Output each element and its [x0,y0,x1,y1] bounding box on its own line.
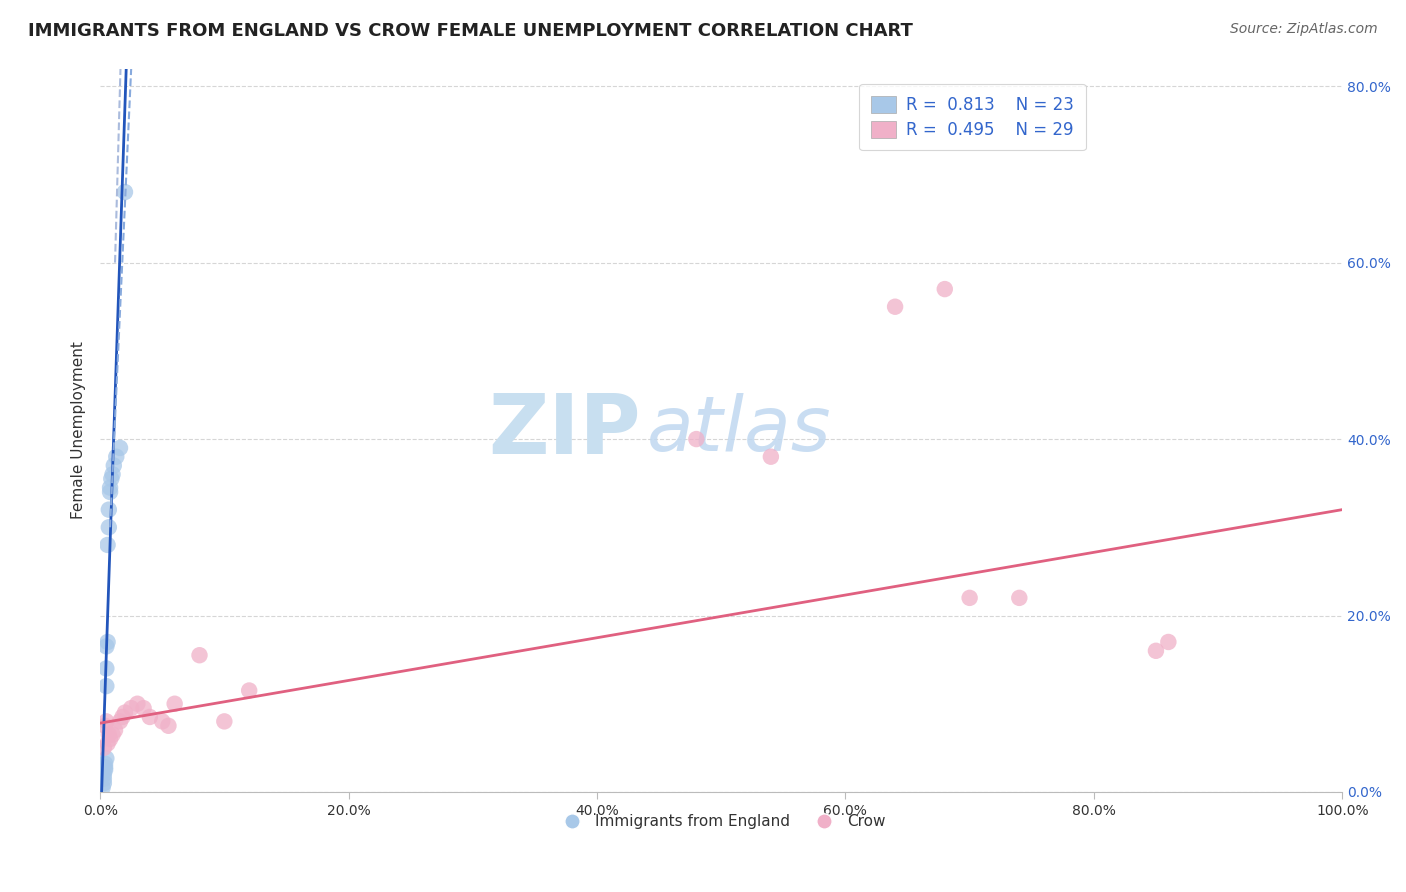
Point [214,714,236,729]
Point [98,481,121,495]
Point [114,706,136,720]
Point [101,467,124,482]
Point [150,714,173,729]
Point [1157,635,1180,649]
Point [96,661,118,675]
Point [98,485,121,500]
Point [93,772,115,786]
Point [91,780,114,795]
Point [104,723,127,738]
Point [96,714,118,729]
Legend: Immigrants from England, Crow: Immigrants from England, Crow [551,808,891,835]
Point [934,282,956,296]
Point [884,300,907,314]
Point [100,472,122,486]
Point [94,719,117,733]
Point [97,538,120,552]
Text: atlas: atlas [647,393,831,467]
Point [93,767,115,781]
Point [97,635,120,649]
Point [97,736,120,750]
Point [188,648,211,663]
Point [1144,644,1167,658]
Point [105,450,128,464]
Point [685,432,707,446]
Point [101,728,124,742]
Point [103,458,125,473]
Point [959,591,981,605]
Point [120,701,142,715]
Y-axis label: Female Unemployment: Female Unemployment [72,342,86,519]
Point [93,776,115,790]
Point [108,714,131,729]
Point [111,710,134,724]
Point [1008,591,1031,605]
Point [139,710,162,724]
Point [163,697,186,711]
Point [157,719,180,733]
Point [93,740,115,755]
Point [94,756,117,771]
Point [108,441,131,455]
Point [759,450,782,464]
Text: IMMIGRANTS FROM ENGLAND VS CROW FEMALE UNEMPLOYMENT CORRELATION CHART: IMMIGRANTS FROM ENGLAND VS CROW FEMALE U… [28,22,912,40]
Point [96,751,118,765]
Point [97,502,120,516]
Text: ZIP: ZIP [488,390,641,471]
Point [132,701,155,715]
Point [96,679,118,693]
Point [97,728,120,742]
Point [114,185,136,199]
Point [238,683,260,698]
Point [94,763,117,777]
Point [96,640,118,654]
Point [94,760,117,774]
Point [98,732,121,747]
Point [127,697,149,711]
Point [97,520,120,534]
Text: Source: ZipAtlas.com: Source: ZipAtlas.com [1230,22,1378,37]
